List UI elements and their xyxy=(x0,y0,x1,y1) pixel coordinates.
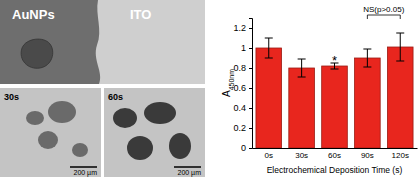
y-tick: 1 xyxy=(241,43,252,53)
particle xyxy=(127,136,153,160)
y-tick-mark xyxy=(249,108,252,109)
y-tick-mark xyxy=(249,28,252,29)
x-tick-label: 120s xyxy=(392,151,409,160)
error-bar xyxy=(265,38,273,58)
x-tick-label: 0s xyxy=(265,151,273,160)
error-cap xyxy=(363,49,371,50)
panel-label: 30s xyxy=(4,92,19,102)
x-axis-title: Electrochemical Deposition Time (s) xyxy=(267,165,403,175)
scale-bar xyxy=(70,166,97,168)
y-axis: 0 0.2 0.4 0.6 0.8 1 1.2 xyxy=(233,19,252,154)
error-cap xyxy=(265,38,273,39)
x-tick-label: 90s xyxy=(361,151,374,160)
y-tick-label: 0.6 xyxy=(233,83,246,93)
x-tick-label: 30s xyxy=(295,151,308,160)
x-tick: 120s xyxy=(392,148,409,160)
significance-label: NS(p>0.05) xyxy=(363,5,404,14)
error-cap xyxy=(331,69,339,70)
y-tick-label: 1.2 xyxy=(233,23,246,33)
y-tick-mark xyxy=(249,128,252,129)
error-cap xyxy=(265,58,273,59)
micrograph-panel: 60s 200 µm xyxy=(104,88,205,177)
micrograph-panel: 30s 200 µm xyxy=(0,88,101,177)
particle xyxy=(113,108,137,128)
y-tick-mark xyxy=(249,88,252,89)
y-tick: 0.4 xyxy=(233,103,252,113)
annotations: * NS(p>0.05) xyxy=(332,5,405,68)
error-bar xyxy=(363,49,371,67)
panel-background xyxy=(0,88,101,177)
image-label: AuNPs xyxy=(12,7,55,22)
scale-bar-label: 200 µm xyxy=(178,169,202,177)
error-stem xyxy=(367,49,368,67)
figure: AuNPs ITO 30s 200 µm 60s 200 µm 0 0.2 0.4 0.6 0.8 1… xyxy=(0,0,419,177)
y-tick: 0 xyxy=(241,143,252,153)
y-axis-line xyxy=(249,19,253,149)
ito-region xyxy=(0,0,205,84)
aunps-region xyxy=(0,0,100,84)
x-tick: 90s xyxy=(361,148,374,160)
error-cap xyxy=(298,59,306,60)
y-tick: 0.2 xyxy=(233,123,252,133)
particle xyxy=(169,133,191,159)
y-tick-mark xyxy=(249,48,252,49)
bar xyxy=(256,48,282,148)
scale-bar-label: 200 µm xyxy=(74,169,98,177)
y-tick: 0.6 xyxy=(233,83,252,93)
error-stem xyxy=(268,38,269,58)
aunp-cluster xyxy=(21,39,53,68)
y-tick: 1.2 xyxy=(233,23,252,33)
y-tick-label: 0.8 xyxy=(233,63,246,73)
significance-bracket xyxy=(367,15,400,19)
bar xyxy=(289,68,315,148)
particle xyxy=(48,101,76,123)
x-tick: 30s xyxy=(295,148,308,160)
y-tick-mark xyxy=(249,68,252,69)
error-cap xyxy=(396,61,404,62)
panel-label: 60s xyxy=(108,92,123,102)
error-bar xyxy=(396,33,404,61)
panel-background xyxy=(104,88,205,177)
x-axis: 0s 30s 60s 90s 120s xyxy=(253,148,418,160)
x-axis-line xyxy=(253,148,418,149)
image-label: ITO xyxy=(130,7,151,22)
bar xyxy=(322,66,348,148)
particle xyxy=(144,102,176,124)
error-cap xyxy=(396,33,404,34)
bar xyxy=(355,58,381,148)
significance-star: * xyxy=(332,53,337,68)
particle xyxy=(26,111,44,125)
y-tick-mark xyxy=(249,148,252,149)
error-cap xyxy=(363,67,371,68)
y-axis-title: A450nm xyxy=(221,69,235,97)
error-stem xyxy=(301,59,302,77)
y-tick-label: 0.4 xyxy=(233,103,246,113)
bars xyxy=(256,33,413,148)
x-tick: 60s xyxy=(328,148,341,160)
y-tick-label: 1 xyxy=(241,43,246,53)
error-bar xyxy=(298,59,306,77)
y-tick: 0.8 xyxy=(233,63,252,73)
micrographs: AuNPs ITO 30s 200 µm 60s 200 µm xyxy=(0,0,205,177)
bar xyxy=(387,47,413,148)
particle xyxy=(72,143,88,157)
scale-bar xyxy=(174,166,201,168)
error-stem xyxy=(400,33,401,61)
particle xyxy=(38,131,58,149)
error-cap xyxy=(298,77,306,78)
x-tick: 0s xyxy=(265,148,273,160)
y-tick-label: 0 xyxy=(241,143,246,153)
y-tick-label: 0.2 xyxy=(233,123,246,133)
x-tick-label: 60s xyxy=(328,151,341,160)
